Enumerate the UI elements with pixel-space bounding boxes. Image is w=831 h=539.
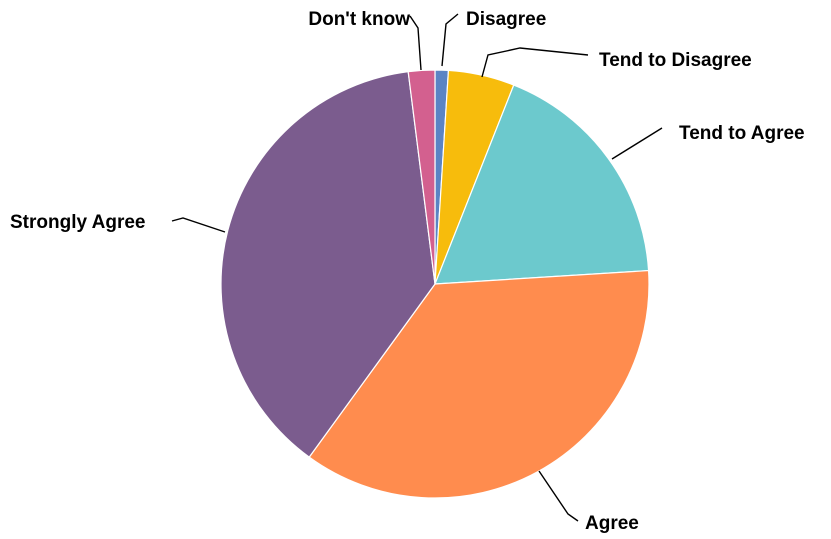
slice-label-tend-to-disagree: Tend to Disagree	[599, 50, 752, 71]
pie-slice-agree	[308, 269, 650, 499]
slice-label-agree: Agree	[585, 513, 639, 534]
pie-slice-tend-to-agree	[434, 84, 650, 285]
pie-slice-don-t-know	[407, 69, 436, 285]
pie-slices	[220, 69, 650, 499]
leader-lines	[171, 13, 663, 522]
slice-label-strongly-agree: Strongly Agree	[10, 212, 146, 233]
slice-label-disagree: Disagree	[466, 9, 546, 30]
slice-label-don-t-know: Don't know	[308, 9, 410, 30]
leader-line-tend-to-agree	[611, 127, 663, 160]
pie-slice-strongly-agree	[220, 71, 436, 458]
leader-line-strongly-agree	[171, 217, 226, 233]
leader-line-don-t-know	[409, 15, 422, 71]
leader-line-disagree	[441, 13, 459, 67]
leader-line-tend-to-disagree	[481, 47, 589, 78]
leader-line-agree	[538, 470, 579, 522]
slice-label-tend-to-agree: Tend to Agree	[679, 123, 805, 144]
slice-labels: Disagree Tend to Disagree Tend to Agree Agr…	[10, 9, 805, 534]
